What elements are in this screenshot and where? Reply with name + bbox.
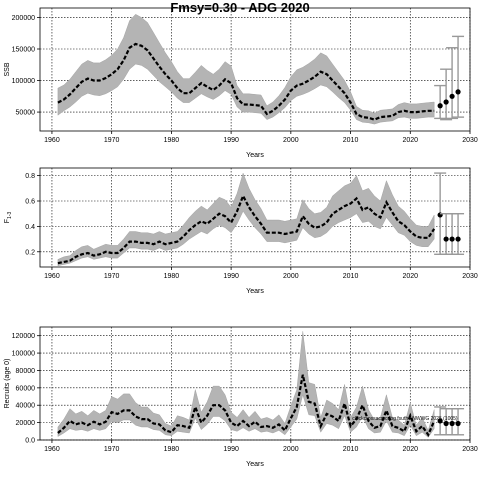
y-axis-label: Recruits (age 0) [4,359,11,409]
x-tick-label: 1990 [223,446,239,453]
x-tick-label: 2020 [402,446,418,453]
x-tick-label: 1980 [164,446,180,453]
projection-point [455,236,461,242]
x-tick-label: 1990 [223,273,239,280]
confidence-band [57,172,435,266]
x-tick-label: 2030 [462,137,478,144]
x-axis-label: Years [246,152,264,159]
y-tick-label: 40000 [16,403,36,410]
projection-point [443,99,449,105]
x-tick-label: 1960 [44,137,60,144]
x-tick-label: 2030 [462,273,478,280]
y-tick-label: 20000 [16,420,36,427]
plot-frame [39,326,471,441]
projection-point [443,236,449,242]
projection-point [449,93,455,99]
y-tick-label: 200000 [12,15,35,22]
projection-point [449,236,455,242]
estimate-line [57,42,435,121]
x-tick-label: 2010 [343,137,359,144]
projection-point [437,418,443,424]
x-tick-label: 2020 [402,273,418,280]
projection-point [455,89,461,95]
x-tick-label: 1980 [164,137,180,144]
plot-frame [39,7,471,132]
y-axis-label: F1-3 [4,212,13,224]
projection-point [437,103,443,109]
y-tick-label: 100000 [12,351,35,358]
x-tick-label: 2000 [283,137,299,144]
y-tick-label: 60000 [16,385,36,392]
y-tick-label: 0.4 [25,224,35,231]
x-axis-label: Years [246,461,264,468]
x-tick-label: 1990 [223,137,239,144]
y-tick-label: 120000 [12,333,35,340]
y-tick-label: 0.0 [25,438,35,445]
x-tick-label: 2000 [283,446,299,453]
x-tick-label: 1970 [104,137,120,144]
chart-panel-recruits: 1960 1970 1980 1990 2000 2010 2020 2030 0.0 20000… [4,326,478,468]
x-tick-label: 1970 [104,446,120,453]
y-axis-label-subscript: 1-3 [7,212,13,219]
estimate-line [57,374,436,438]
projection-point [443,420,449,427]
projection-point [449,420,455,427]
y-tick-label: 0.2 [25,249,35,256]
confidence-band [57,14,435,125]
x-tick-label: 1960 [44,273,60,280]
x-tick-label: 1970 [104,273,120,280]
confidence-band [57,331,435,438]
chart-panel-ssb: 1960 1970 1980 1990 2000 2010 2020 2030 50000 100… [4,7,478,159]
y-tick-label: 0.8 [25,173,35,180]
y-axis-label: SSB [4,62,11,76]
chart-panel-f: 1960 1970 1980 1990 2000 2010 2020 2030 0.2 0.4 0.… [4,167,478,295]
y-tick-label: 50000 [16,110,36,117]
estimate-line [57,193,436,265]
y-tick-label: 150000 [12,47,35,54]
figure-title: Fmsy=0.30 - ADG 2020 [170,0,309,15]
y-tick-label: 100000 [12,78,35,85]
plot-frame [39,167,471,268]
x-tick-label: 2020 [402,137,418,144]
y-tick-label: 0.6 [25,199,35,206]
x-tick-label: 1960 [44,446,60,453]
chart-annotation: clockcrossacmcdbg fsuthe NWWG 2025 (1005… [352,416,458,422]
x-axis-label: Years [246,288,264,295]
x-tick-label: 2000 [283,273,299,280]
projection-point [455,420,461,427]
x-tick-label: 1980 [164,273,180,280]
x-tick-label: 2010 [343,446,359,453]
x-tick-label: 2030 [462,446,478,453]
x-tick-label: 2010 [343,273,359,280]
y-tick-label: 80000 [16,368,36,375]
